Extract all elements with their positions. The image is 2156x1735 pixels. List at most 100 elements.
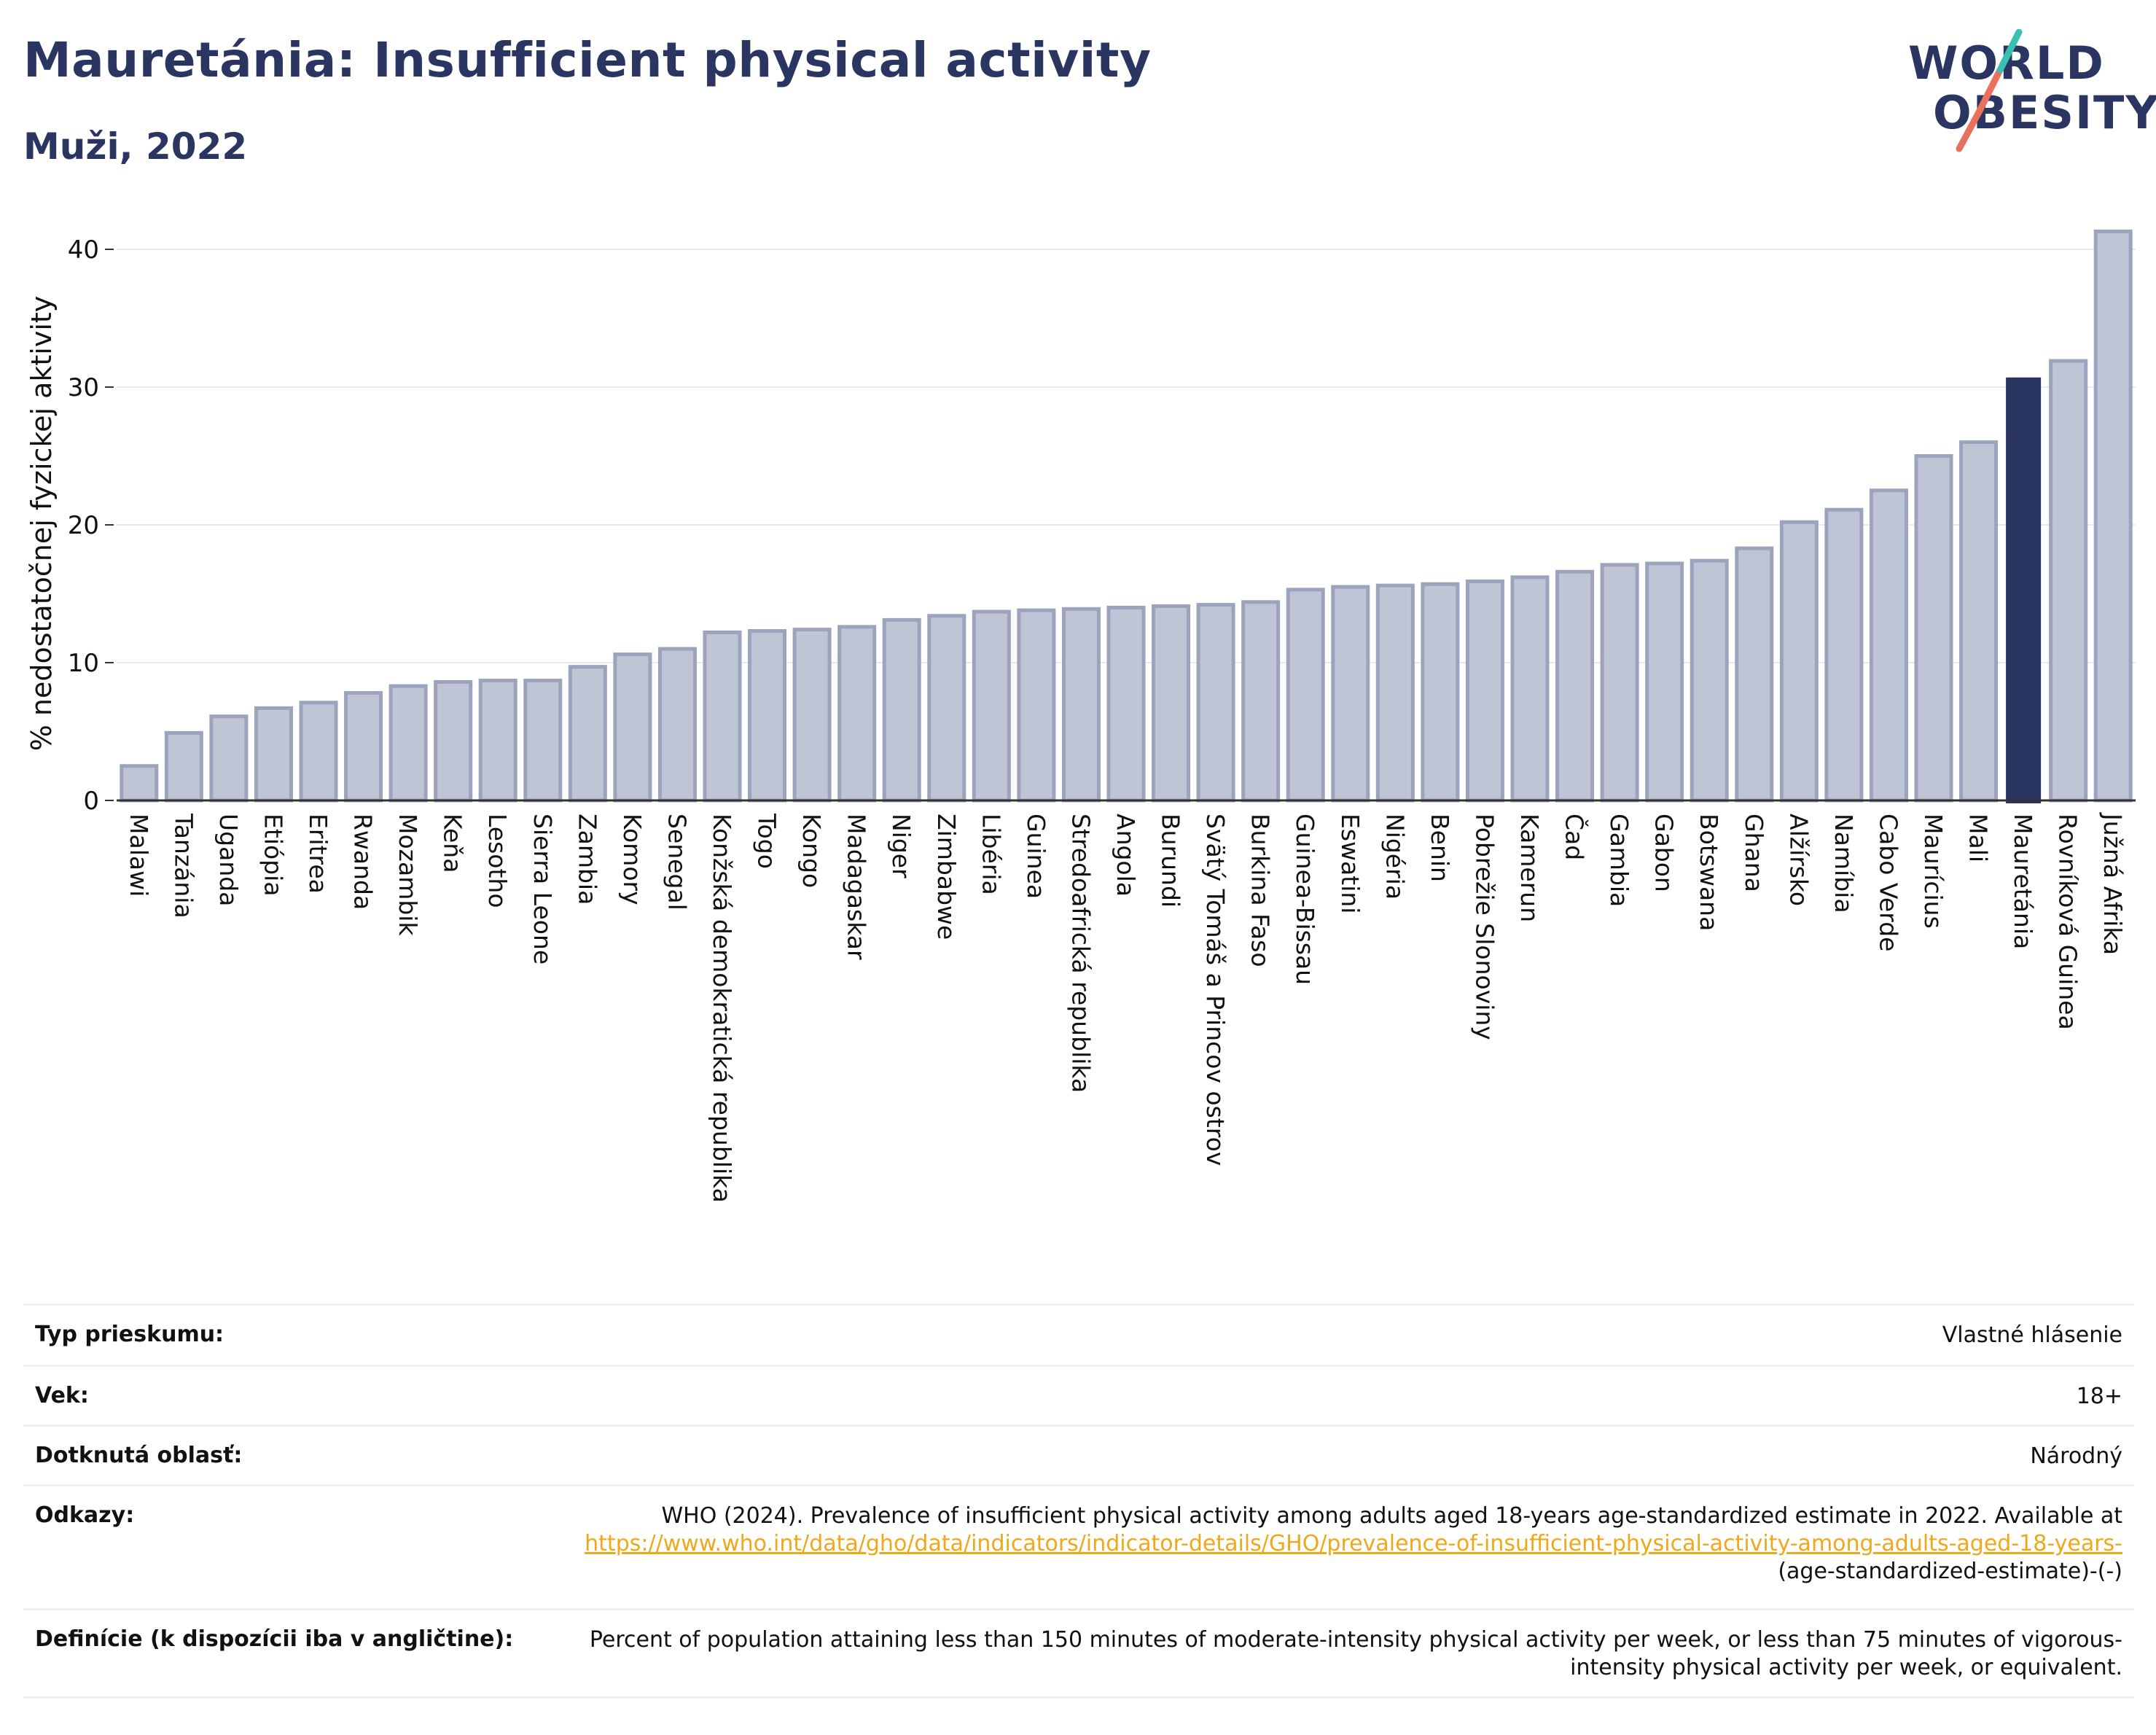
bar: [254, 706, 293, 803]
bar: [2093, 229, 2133, 803]
survey-type-value: Vlastné hlásenie: [1942, 1322, 2122, 1348]
x-tick-label: Eritrea: [304, 814, 332, 894]
bar: [657, 647, 697, 803]
x-tick-label: Svätý Tomáš a Princov ostrov: [1201, 814, 1230, 1166]
x-tick-label: Keňa: [439, 814, 467, 873]
area-label: Dotknutá oblasť:: [35, 1443, 243, 1468]
bar: [837, 625, 877, 803]
bar: [344, 691, 383, 803]
bar: [1510, 575, 1550, 803]
x-tick-label: Mali: [1964, 814, 1993, 862]
bar: [1375, 583, 1415, 803]
references-link[interactable]: https://www.who.int/data/gho/data/indica…: [585, 1531, 2122, 1556]
bar: [1196, 603, 1235, 803]
bar: [1600, 563, 1639, 803]
bar: [1555, 569, 1595, 803]
bar: [1152, 604, 1191, 803]
definition-value: Percent of population attaining less tha…: [589, 1627, 2122, 1680]
x-tick-label: Ghana: [1740, 814, 1768, 892]
y-tick-label: 0: [83, 787, 99, 816]
references-suffix: (age-standardized-estimate)-(-): [1778, 1559, 2122, 1584]
x-tick-label: Libéria: [977, 814, 1005, 895]
y-tick-label: 20: [68, 511, 99, 540]
survey-type-label: Typ prieskumu:: [35, 1322, 224, 1347]
x-tick-label: Uganda: [214, 814, 243, 906]
bar: [388, 684, 428, 803]
x-tick-label: Togo: [753, 813, 781, 869]
x-tick-label: Kongo: [797, 814, 826, 888]
bar: [1061, 607, 1101, 803]
x-tick-label: Kamerun: [1515, 814, 1544, 922]
x-tick-label: Eswatini: [1336, 814, 1364, 913]
bar: [927, 614, 966, 803]
bar: [1779, 520, 1819, 803]
y-tick-label: 40: [68, 235, 99, 265]
chart-subtitle: Muži, 2022: [23, 125, 248, 168]
y-tick-label: 10: [68, 649, 99, 678]
bar: [1959, 440, 1999, 803]
row-age: Vek: 18+: [23, 1365, 2134, 1424]
x-tick-label: Rwanda: [349, 814, 378, 910]
x-tick-label: Senegal: [663, 814, 691, 911]
bar: [209, 714, 249, 803]
x-tick-label: Benin: [1426, 814, 1454, 882]
x-tick-label: Mozambik: [394, 814, 422, 936]
y-tick-label: 30: [68, 373, 99, 402]
x-tick-label: Cabo Verde: [1874, 814, 1902, 951]
x-tick-label: Lesotho: [483, 814, 512, 908]
bar: [1735, 546, 1774, 803]
x-tick-label: Zambia: [573, 814, 601, 905]
world-obesity-logo: WORLD OBESITY: [1902, 29, 2156, 160]
bar: [1017, 608, 1056, 803]
bar-chart: 0 10 20 30 40 % nedostatočnej fyzickej aktivi…: [26, 229, 2136, 1203]
info-table: Typ prieskumu: Vlastné hlásenie Vek: 18+…: [23, 1303, 2134, 1699]
x-tick-label: Botswana: [1695, 814, 1723, 931]
x-tick-label: Rovníková Guinea: [2054, 814, 2082, 1030]
x-tick-label: Tanzánia: [169, 813, 198, 919]
bar: [1331, 585, 1370, 803]
x-tick-label: Angola: [1112, 814, 1140, 897]
bar: [1914, 454, 1953, 803]
x-tick-label: Madagaskar: [843, 814, 871, 960]
bar: [478, 679, 517, 803]
bar: [882, 617, 921, 803]
x-tick-label: Alžírsko: [1784, 814, 1813, 906]
x-tick-label: Burkina Faso: [1246, 814, 1275, 967]
x-tick-label: Etiópia: [259, 814, 287, 897]
x-tick-label: Čad: [1561, 814, 1590, 860]
bar: [2049, 359, 2088, 803]
area-value: Národný: [2030, 1443, 2122, 1469]
x-tick-label: Gambia: [1605, 814, 1633, 907]
age-label: Vek:: [35, 1383, 89, 1408]
x-tick-label: Burundi: [1157, 814, 1185, 908]
bar: [703, 630, 742, 803]
bar: [568, 665, 607, 803]
bar: [1824, 507, 1864, 803]
x-tick-label: Guinea-Bissau: [1291, 814, 1319, 985]
bar: [299, 701, 338, 803]
bar: [1286, 588, 1325, 803]
x-tick-label: Komory: [618, 814, 647, 905]
bar: [792, 628, 832, 803]
bar: [523, 679, 563, 803]
bar: [1421, 582, 1460, 803]
bar: [1241, 600, 1281, 803]
bar: [120, 764, 159, 803]
bar: [972, 609, 1011, 803]
x-tick-label: Konžská demokratická republika: [708, 814, 736, 1203]
x-tick-label: Zimbabwe: [932, 814, 961, 940]
references-text: WHO (2024). Prevalence of insufficient p…: [661, 1503, 2122, 1529]
x-tick-label: Stredoafrická republika: [1066, 814, 1095, 1093]
x-tick-label: Sierra Leone: [528, 814, 557, 964]
x-tick-label: Pobrežie Slonoviny: [1470, 814, 1499, 1040]
x-tick-label: Mauretánia: [2009, 814, 2037, 949]
references-value: WHO (2024). Prevalence of insufficient p…: [563, 1502, 2122, 1586]
row-area: Dotknutá oblasť: Národný: [23, 1424, 2134, 1484]
x-tick-label: Maurícius: [1919, 814, 1948, 929]
x-tick-label: Niger: [887, 814, 915, 878]
definition-label: Definície (k dispozícii iba v angličtine…: [35, 1626, 514, 1652]
age-value: 18+: [2076, 1384, 2122, 1409]
bar: [1645, 561, 1684, 803]
row-references: Odkazy: WHO (2024). Prevalence of insuff…: [23, 1484, 2134, 1608]
bar: [1690, 558, 1729, 803]
